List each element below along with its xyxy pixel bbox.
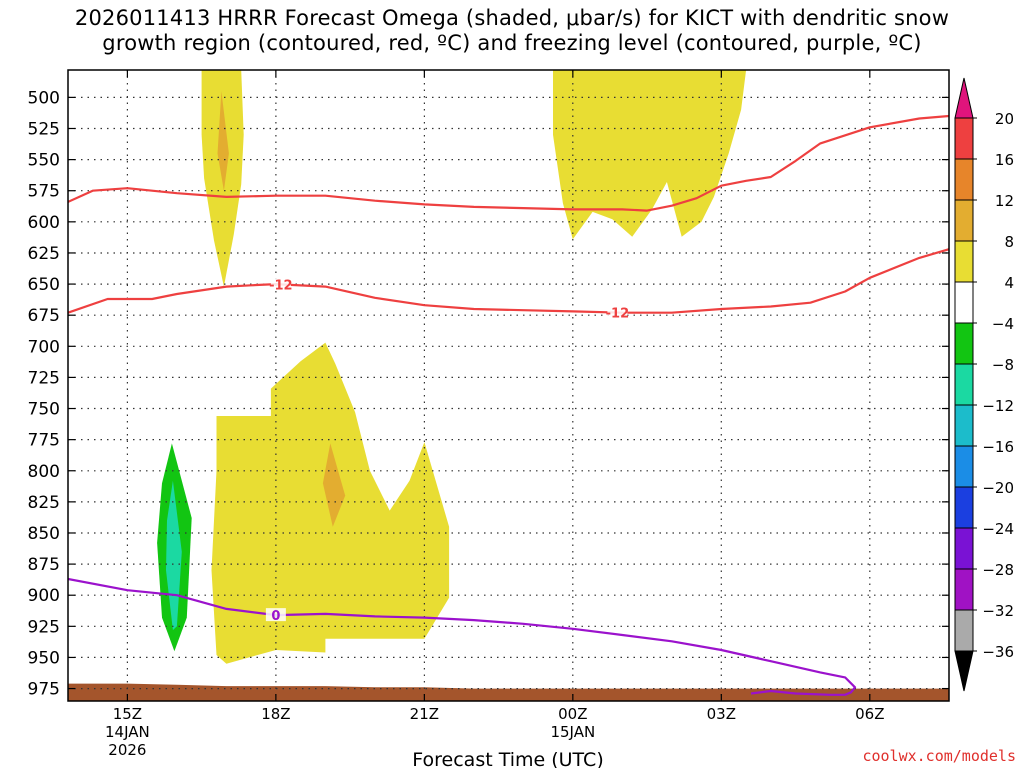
- x-axis-title: Forecast Time (UTC): [412, 749, 603, 768]
- colorbar-bottom-arrow: [954, 650, 974, 692]
- omega-core-upper-left: [217, 91, 229, 191]
- colorbar-swatch-3: [954, 199, 974, 242]
- contour-lines-layer: -12 -12 0: [68, 114, 949, 696]
- x-tick-label-06Z: 06Z: [855, 705, 884, 723]
- y-tick-label-600: 600: [28, 213, 60, 233]
- freezing-level-0C-label-bg-1: [265, 608, 286, 622]
- colorbar-label-0: 20: [995, 110, 1014, 128]
- colorbar-label-11: −28: [982, 561, 1014, 579]
- dgz-minus-12-lower-label-2: -12: [606, 307, 630, 322]
- y-tick-label-700: 700: [28, 337, 60, 357]
- y-tick-label-750: 750: [28, 400, 60, 420]
- colorbar-top-arrow: [954, 77, 974, 119]
- y-tick-label-575: 575: [28, 182, 60, 202]
- plot-frame: [67, 69, 950, 702]
- chart-title-line-1: 2026011413 HRRR Forecast Omega (shaded, …: [74, 6, 950, 30]
- colorbar: 20 16 12 8 4 −4 −8 −12 −16 −20 −24 −28 −32 −36: [954, 77, 1014, 692]
- colorbar-label-10: −24: [982, 520, 1014, 538]
- x-tick-label-03Z: 03Z: [707, 705, 736, 723]
- y-tick-label-875: 875: [28, 555, 60, 575]
- colorbar-swatch-10: [954, 486, 974, 529]
- colorbar-label-9: −20: [982, 479, 1014, 497]
- x-tick-label-00Z: 00Z: [558, 705, 587, 723]
- colorbar-label-1: 16: [995, 151, 1014, 169]
- y-tick-label-725: 725: [28, 368, 60, 388]
- colorbar-swatch-12: [954, 568, 974, 611]
- freezing-level-0C-label-1: 0: [271, 609, 280, 624]
- colorbar-swatch-13: [954, 609, 974, 652]
- dgz-minus-12-lower: [68, 248, 949, 314]
- colorbar-label-3: 8: [1004, 233, 1014, 251]
- colorbar-label-13: −36: [982, 643, 1014, 661]
- y-tick-label-500: 500: [28, 88, 60, 108]
- x-tick-sublabel-00Z: 15JAN: [550, 723, 595, 741]
- dgz-minus-12-lower-label-1: -12: [269, 278, 293, 293]
- colorbar-label-8: −16: [982, 438, 1014, 456]
- y-tick-label-975: 975: [28, 680, 60, 700]
- y-tick-label-550: 550: [28, 151, 60, 171]
- colorbar-swatch-9: [954, 445, 974, 488]
- y-tick-label-675: 675: [28, 306, 60, 326]
- colorbar-label-5: −4: [992, 315, 1014, 333]
- colorbar-swatch-2: [954, 158, 974, 201]
- y-tick-label-950: 950: [28, 648, 60, 668]
- y-tick-label-800: 800: [28, 462, 60, 482]
- chart-title-line-2: growth region (contoured, red, ºC) and f…: [102, 31, 922, 55]
- axes-layer: 500 525 550 575 600 625 650 675 700 725 750 775 800 8…: [28, 70, 949, 759]
- y-tick-label-625: 625: [28, 244, 60, 264]
- x-tick-label-15Z: 15Z: [113, 705, 142, 723]
- colorbar-label-7: −12: [982, 397, 1014, 415]
- gridlines: [68, 70, 949, 701]
- colorbar-label-4: 4: [1004, 274, 1014, 292]
- dgz-minus-12-lower-label-bg-1: [270, 277, 291, 291]
- y-tick-label-525: 525: [28, 119, 60, 139]
- omega-core-lower: [322, 443, 346, 527]
- y-tick-label-650: 650: [28, 275, 60, 295]
- colorbar-swatch-1: [954, 117, 974, 160]
- y-tick-label-925: 925: [28, 617, 60, 637]
- chart-title: 2026011413 HRRR Forecast Omega (shaded, …: [0, 6, 1024, 56]
- dgz-minus-12-lower-label-bg-2: [607, 305, 628, 319]
- colorbar-label-6: −8: [992, 356, 1014, 374]
- colorbar-swatch-4: [954, 240, 974, 283]
- credit-text: coolwx.com/models: [862, 747, 1016, 765]
- x-tick-sublabel-15Z: 14JAN: [105, 723, 150, 741]
- colorbar-swatch-5: [954, 281, 974, 324]
- y-tick-label-775: 775: [28, 431, 60, 451]
- x-tick-year-15Z: 2026: [108, 741, 146, 759]
- x-tick-label-18Z: 18Z: [261, 705, 290, 723]
- colorbar-swatch-6: [954, 322, 974, 365]
- colorbar-swatch-7: [954, 363, 974, 406]
- y-tick-label-825: 825: [28, 493, 60, 513]
- ground-layer: [68, 683, 949, 701]
- omega-negative-inner: [166, 480, 182, 631]
- omega-plume-upper-right: [553, 70, 747, 240]
- colorbar-swatch-11: [954, 527, 974, 570]
- colorbar-swatch-8: [954, 404, 974, 447]
- dgz-minus-12-upper: [68, 114, 949, 212]
- y-tick-label-900: 900: [28, 586, 60, 606]
- ground-fill: [68, 683, 949, 701]
- y-tick-label-850: 850: [28, 524, 60, 544]
- colorbar-label-12: −32: [982, 602, 1014, 620]
- x-tick-label-21Z: 21Z: [410, 705, 439, 723]
- colorbar-label-2: 12: [995, 192, 1014, 210]
